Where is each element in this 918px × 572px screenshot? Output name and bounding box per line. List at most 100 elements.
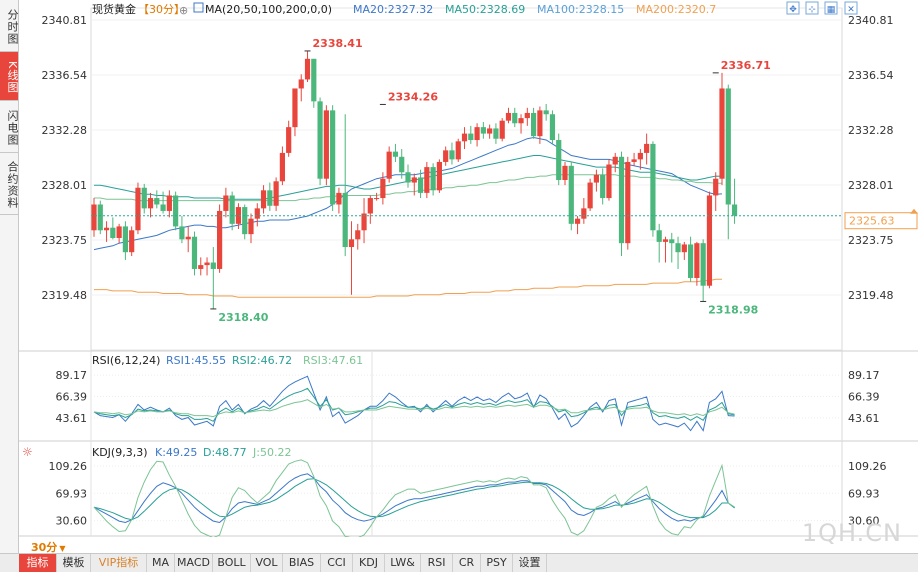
candle-body — [311, 58, 317, 102]
ma100-value: MA100:2328.15 — [537, 3, 624, 16]
candle-body — [166, 195, 172, 211]
candle-body — [581, 208, 587, 219]
candle-body — [681, 244, 687, 253]
indicator-tab-vip指标[interactable]: VIP指标 — [91, 554, 147, 572]
ma200-value: MA200:2320.7 — [636, 3, 716, 16]
price-tick-right: 2336.54 — [848, 69, 894, 82]
rsi-tick-left: 89.17 — [56, 369, 88, 382]
kdj-tick-left: 109.26 — [49, 460, 88, 473]
price-tick-left: 2323.75 — [42, 234, 88, 247]
watermark: 1QH.CN — [801, 519, 902, 547]
candle-body — [719, 88, 725, 179]
indicator-tab-指标[interactable]: 指标 — [19, 554, 57, 572]
candle-body — [392, 151, 399, 157]
candle-body — [154, 198, 160, 205]
indicator-tab-ma[interactable]: MA — [147, 554, 175, 572]
price-tick-left: 2319.48 — [42, 289, 88, 302]
zoom-icon-glyph: ✥ — [789, 5, 797, 15]
candle-body — [468, 133, 474, 141]
candle-body — [304, 58, 311, 80]
chart-area[interactable]: 2340.81 2340.81 2336.54 2336.54 2332.28 2332.… — [19, 0, 918, 537]
candle-body — [480, 127, 486, 134]
period-select-button[interactable]: 30分 ▼ — [31, 541, 66, 554]
candle-body — [367, 198, 373, 214]
candle-body — [185, 236, 191, 240]
indicator-tab-rsi[interactable]: RSI — [421, 554, 453, 572]
candle-body — [361, 213, 367, 231]
ma-line-ma100 — [94, 174, 722, 202]
indicator-tab-kdj[interactable]: KDJ — [353, 554, 385, 572]
candle-body — [355, 230, 361, 240]
candle-body — [587, 182, 593, 209]
candle-body — [512, 112, 518, 124]
current-price-label: 2325.63 — [849, 215, 895, 228]
candle-body — [556, 140, 562, 180]
candle-body — [688, 244, 694, 278]
candle-body — [173, 195, 179, 227]
indicator-tab-boll[interactable]: BOLL — [213, 554, 251, 572]
candle-body — [637, 152, 643, 160]
indicator-tab-cr[interactable]: CR — [453, 554, 481, 572]
price-tick-left: 2328.01 — [42, 179, 88, 192]
candle-body — [449, 150, 455, 160]
indicator-tab-psy[interactable]: PSY — [481, 554, 513, 572]
price-tick-right: 2340.81 — [848, 14, 894, 27]
rsi-legend-3: RSI3:47.61 — [303, 354, 363, 367]
kdj-tick-right: 109.26 — [848, 460, 887, 473]
sidebar-tab-0[interactable]: 分时图 — [0, 0, 19, 52]
indicator-tab-vol[interactable]: VOL — [251, 554, 283, 572]
indicator-tab-macd[interactable]: MACD — [175, 554, 213, 572]
rsi-tick-right: 43.61 — [848, 412, 880, 425]
kdj-tick-left: 30.60 — [56, 515, 88, 528]
candle-body — [725, 88, 731, 205]
candle-body — [606, 164, 612, 199]
current-price-box — [844, 212, 918, 230]
rsi-label: RSI(6,12,24) — [92, 354, 160, 367]
kdj-line-k — [93, 473, 735, 524]
grid-icon[interactable] — [824, 1, 838, 15]
kdj-legend-d: D:48.77 — [203, 446, 247, 459]
crosshair-icon[interactable] — [805, 1, 819, 15]
sidebar-tab-1[interactable]: K线图 — [0, 52, 19, 101]
rsi-legend-1: RSI1:45.55 — [166, 354, 226, 367]
kdj-legend-j: J:50.22 — [252, 446, 291, 459]
candle-body — [260, 190, 267, 209]
indicator-tab-bias[interactable]: BIAS — [283, 554, 321, 572]
sidebar-tab-2[interactable]: 闪电图 — [0, 101, 19, 153]
candle-body — [342, 192, 348, 248]
indicator-tab-设置[interactable]: 设置 — [513, 554, 547, 572]
extreme-label: 2318.40 — [218, 311, 268, 324]
price-tick-right: 2323.75 — [848, 234, 894, 247]
candle-body — [160, 204, 166, 211]
close-icon[interactable] — [844, 1, 858, 15]
indicator-tab-cci[interactable]: CCI — [321, 554, 353, 572]
price-tick-left: 2340.81 — [42, 14, 88, 27]
price-tick-right: 2328.01 — [848, 179, 894, 192]
candle-body — [430, 167, 436, 191]
candle-body — [543, 110, 549, 115]
indicator-tab-模板[interactable]: 模板 — [57, 554, 91, 572]
candle-body — [631, 159, 637, 162]
candle-body — [254, 208, 260, 219]
kdj-line-d — [93, 478, 735, 521]
settings-sun-icon: ☼ — [22, 445, 33, 459]
candle-body — [147, 198, 154, 209]
candle-body — [298, 79, 304, 89]
indicator-tab-lw[interactable]: LW& — [385, 554, 421, 572]
candle-body — [549, 114, 556, 141]
price-tick-left: 2332.28 — [42, 124, 88, 137]
candle-body — [417, 177, 424, 193]
sidebar-tab-3[interactable]: 合约资料 — [0, 153, 19, 215]
candle-body — [116, 226, 122, 239]
candle-body — [493, 128, 499, 139]
zoom-icon[interactable] — [786, 1, 800, 15]
period-tag: 【30分】 — [138, 3, 185, 16]
kdj-tick-right: 69.93 — [848, 487, 880, 500]
current-price-arrow-icon — [910, 208, 918, 214]
candle-body — [248, 218, 254, 235]
candle-body — [694, 243, 700, 278]
candle-body — [122, 226, 128, 253]
candle-body — [574, 218, 581, 224]
ma-toggle-icon[interactable] — [193, 2, 204, 13]
kdj-line-j — [93, 459, 735, 537]
